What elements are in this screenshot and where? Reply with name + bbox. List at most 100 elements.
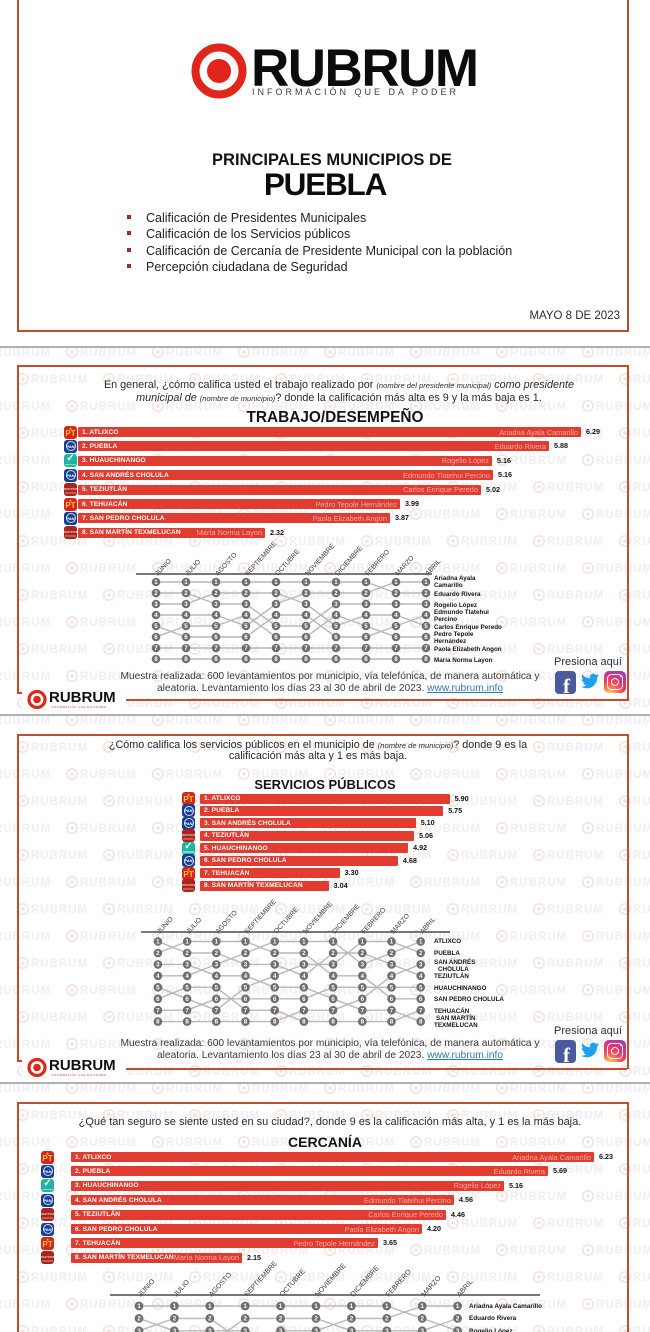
svg-text:RUBRUM: RUBRUM — [117, 742, 174, 754]
svg-text:RUBRUM: RUBRUM — [510, 348, 567, 359]
svg-text:1: 1 — [215, 939, 219, 946]
svg-text:RUBRUM: RUBRUM — [0, 716, 51, 727]
svg-text:RUBRUM: RUBRUM — [633, 374, 650, 386]
svg-text:RUBRUM: RUBRUM — [547, 904, 604, 916]
svg-text:RUBRUM: RUBRUM — [424, 617, 481, 629]
svg-text:RUBRUM: RUBRUM — [289, 1110, 346, 1122]
svg-text:RUBRUM: RUBRUM — [510, 401, 567, 413]
svg-text:RUBRUM: RUBRUM — [80, 769, 137, 781]
svg-text:5: 5 — [184, 623, 188, 630]
svg-text:RUBRUM: RUBRUM — [375, 1272, 432, 1284]
svg-text:RUBRUM: RUBRUM — [461, 1012, 518, 1024]
svg-text:RUBRUM: RUBRUM — [252, 931, 309, 943]
svg-text:7: 7 — [302, 1007, 306, 1014]
svg-text:6: 6 — [364, 634, 368, 641]
svg-text:RUBRUM: RUBRUM — [633, 644, 650, 656]
svg-text:FEBRERO: FEBRERO — [361, 907, 388, 936]
svg-text:5: 5 — [273, 984, 277, 991]
svg-text:8: 8 — [334, 656, 338, 663]
svg-text:RUBRUM: RUBRUM — [424, 671, 481, 683]
svg-text:RUBRUM: RUBRUM — [117, 374, 174, 386]
svg-text:3: 3 — [304, 601, 308, 608]
svg-text:1: 1 — [456, 1303, 460, 1310]
svg-text:8: 8 — [394, 656, 398, 663]
svg-text:RUBRUM: RUBRUM — [166, 563, 223, 575]
svg-text:3: 3 — [364, 601, 368, 608]
svg-text:RUBRUM: RUBRUM — [166, 348, 223, 359]
svg-text:5: 5 — [154, 623, 158, 630]
svg-text:RUBRUM: RUBRUM — [424, 823, 481, 835]
svg-text:RUBRUM: RUBRUM — [289, 698, 346, 710]
svg-text:RUBRUM: RUBRUM — [424, 348, 481, 359]
svg-text:2: 2 — [273, 950, 277, 957]
svg-text:RUBRUM: RUBRUM — [0, 348, 51, 359]
svg-text:FEBRERO: FEBRERO — [364, 549, 391, 578]
svg-text:1: 1 — [361, 939, 365, 946]
svg-text:RUBRUM: RUBRUM — [375, 742, 432, 754]
svg-text:6: 6 — [184, 634, 188, 641]
svg-text:RUBRUM: RUBRUM — [633, 428, 650, 440]
svg-text:RUBRUM: RUBRUM — [166, 1039, 223, 1051]
svg-text:RUBRUM: RUBRUM — [166, 931, 223, 943]
svg-text:RUBRUM: RUBRUM — [596, 1299, 650, 1311]
svg-text:8: 8 — [215, 1019, 219, 1026]
svg-text:1: 1 — [243, 1303, 247, 1310]
svg-text:6: 6 — [156, 996, 160, 1003]
svg-text:RUBRUM: RUBRUM — [80, 671, 137, 683]
svg-text:RUBRUM: RUBRUM — [424, 877, 481, 889]
svg-text:1: 1 — [184, 579, 188, 586]
svg-text:RUBRUM: RUBRUM — [338, 563, 395, 575]
svg-text:RUBRUM: RUBRUM — [596, 877, 650, 889]
svg-text:RUBRUM: RUBRUM — [0, 671, 51, 683]
svg-text:RUBRUM: RUBRUM — [633, 482, 650, 494]
svg-text:8: 8 — [244, 1019, 248, 1026]
svg-text:4: 4 — [334, 612, 338, 619]
svg-text:1: 1 — [154, 579, 158, 586]
svg-text:RUBRUM: RUBRUM — [633, 850, 650, 862]
svg-text:RUBRUM: RUBRUM — [203, 742, 260, 754]
svg-text:7: 7 — [244, 1007, 248, 1014]
svg-text:RUBRUM: RUBRUM — [510, 455, 567, 467]
svg-text:5: 5 — [215, 984, 219, 991]
svg-text:RUBRUM: RUBRUM — [547, 536, 604, 548]
svg-text:RUBRUM: RUBRUM — [424, 1084, 481, 1095]
svg-text:3: 3 — [334, 601, 338, 608]
svg-text:1: 1 — [137, 1303, 141, 1310]
svg-text:RUBRUM: RUBRUM — [547, 796, 604, 808]
svg-text:RUBRUM: RUBRUM — [596, 985, 650, 997]
svg-text:3: 3 — [331, 962, 335, 969]
svg-text:1: 1 — [304, 579, 308, 586]
svg-text:RUBRUM: RUBRUM — [547, 590, 604, 602]
svg-text:RUBRUM: RUBRUM — [0, 455, 51, 467]
svg-text:6: 6 — [185, 996, 189, 1003]
svg-text:1: 1 — [244, 579, 248, 586]
svg-text:RUBRUM: RUBRUM — [510, 1245, 567, 1257]
svg-text:RUBRUM: RUBRUM — [596, 401, 650, 413]
svg-text:3: 3 — [184, 601, 188, 608]
svg-text:1: 1 — [424, 579, 428, 586]
svg-text:1: 1 — [314, 1303, 318, 1310]
svg-text:5: 5 — [156, 984, 160, 991]
svg-text:2: 2 — [456, 1316, 460, 1323]
svg-text:2: 2 — [419, 950, 423, 957]
svg-text:RUBRUM: RUBRUM — [117, 1272, 174, 1284]
svg-text:RUBRUM: RUBRUM — [80, 401, 137, 413]
svg-text:RUBRUM: RUBRUM — [375, 644, 432, 656]
svg-text:4: 4 — [244, 612, 248, 619]
svg-text:RUBRUM: RUBRUM — [461, 850, 518, 862]
svg-text:RUBRUM: RUBRUM — [338, 1137, 395, 1149]
svg-text:RUBRUM: RUBRUM — [0, 1084, 51, 1095]
svg-text:7: 7 — [390, 1007, 394, 1014]
svg-text:4: 4 — [274, 612, 278, 619]
svg-text:RUBRUM: RUBRUM — [633, 1012, 650, 1024]
svg-text:RUBRUM: RUBRUM — [461, 590, 518, 602]
svg-text:1: 1 — [334, 579, 338, 586]
svg-text:2: 2 — [394, 590, 398, 597]
svg-text:RUBRUM: RUBRUM — [424, 985, 481, 997]
svg-text:6: 6 — [394, 634, 398, 641]
svg-text:RUBRUM: RUBRUM — [461, 904, 518, 916]
svg-text:RUBRUM: RUBRUM — [424, 1137, 481, 1149]
svg-text:6: 6 — [274, 634, 278, 641]
svg-text:RUBRUM: RUBRUM — [252, 671, 309, 683]
svg-text:RUBRUM: RUBRUM — [0, 1039, 51, 1051]
